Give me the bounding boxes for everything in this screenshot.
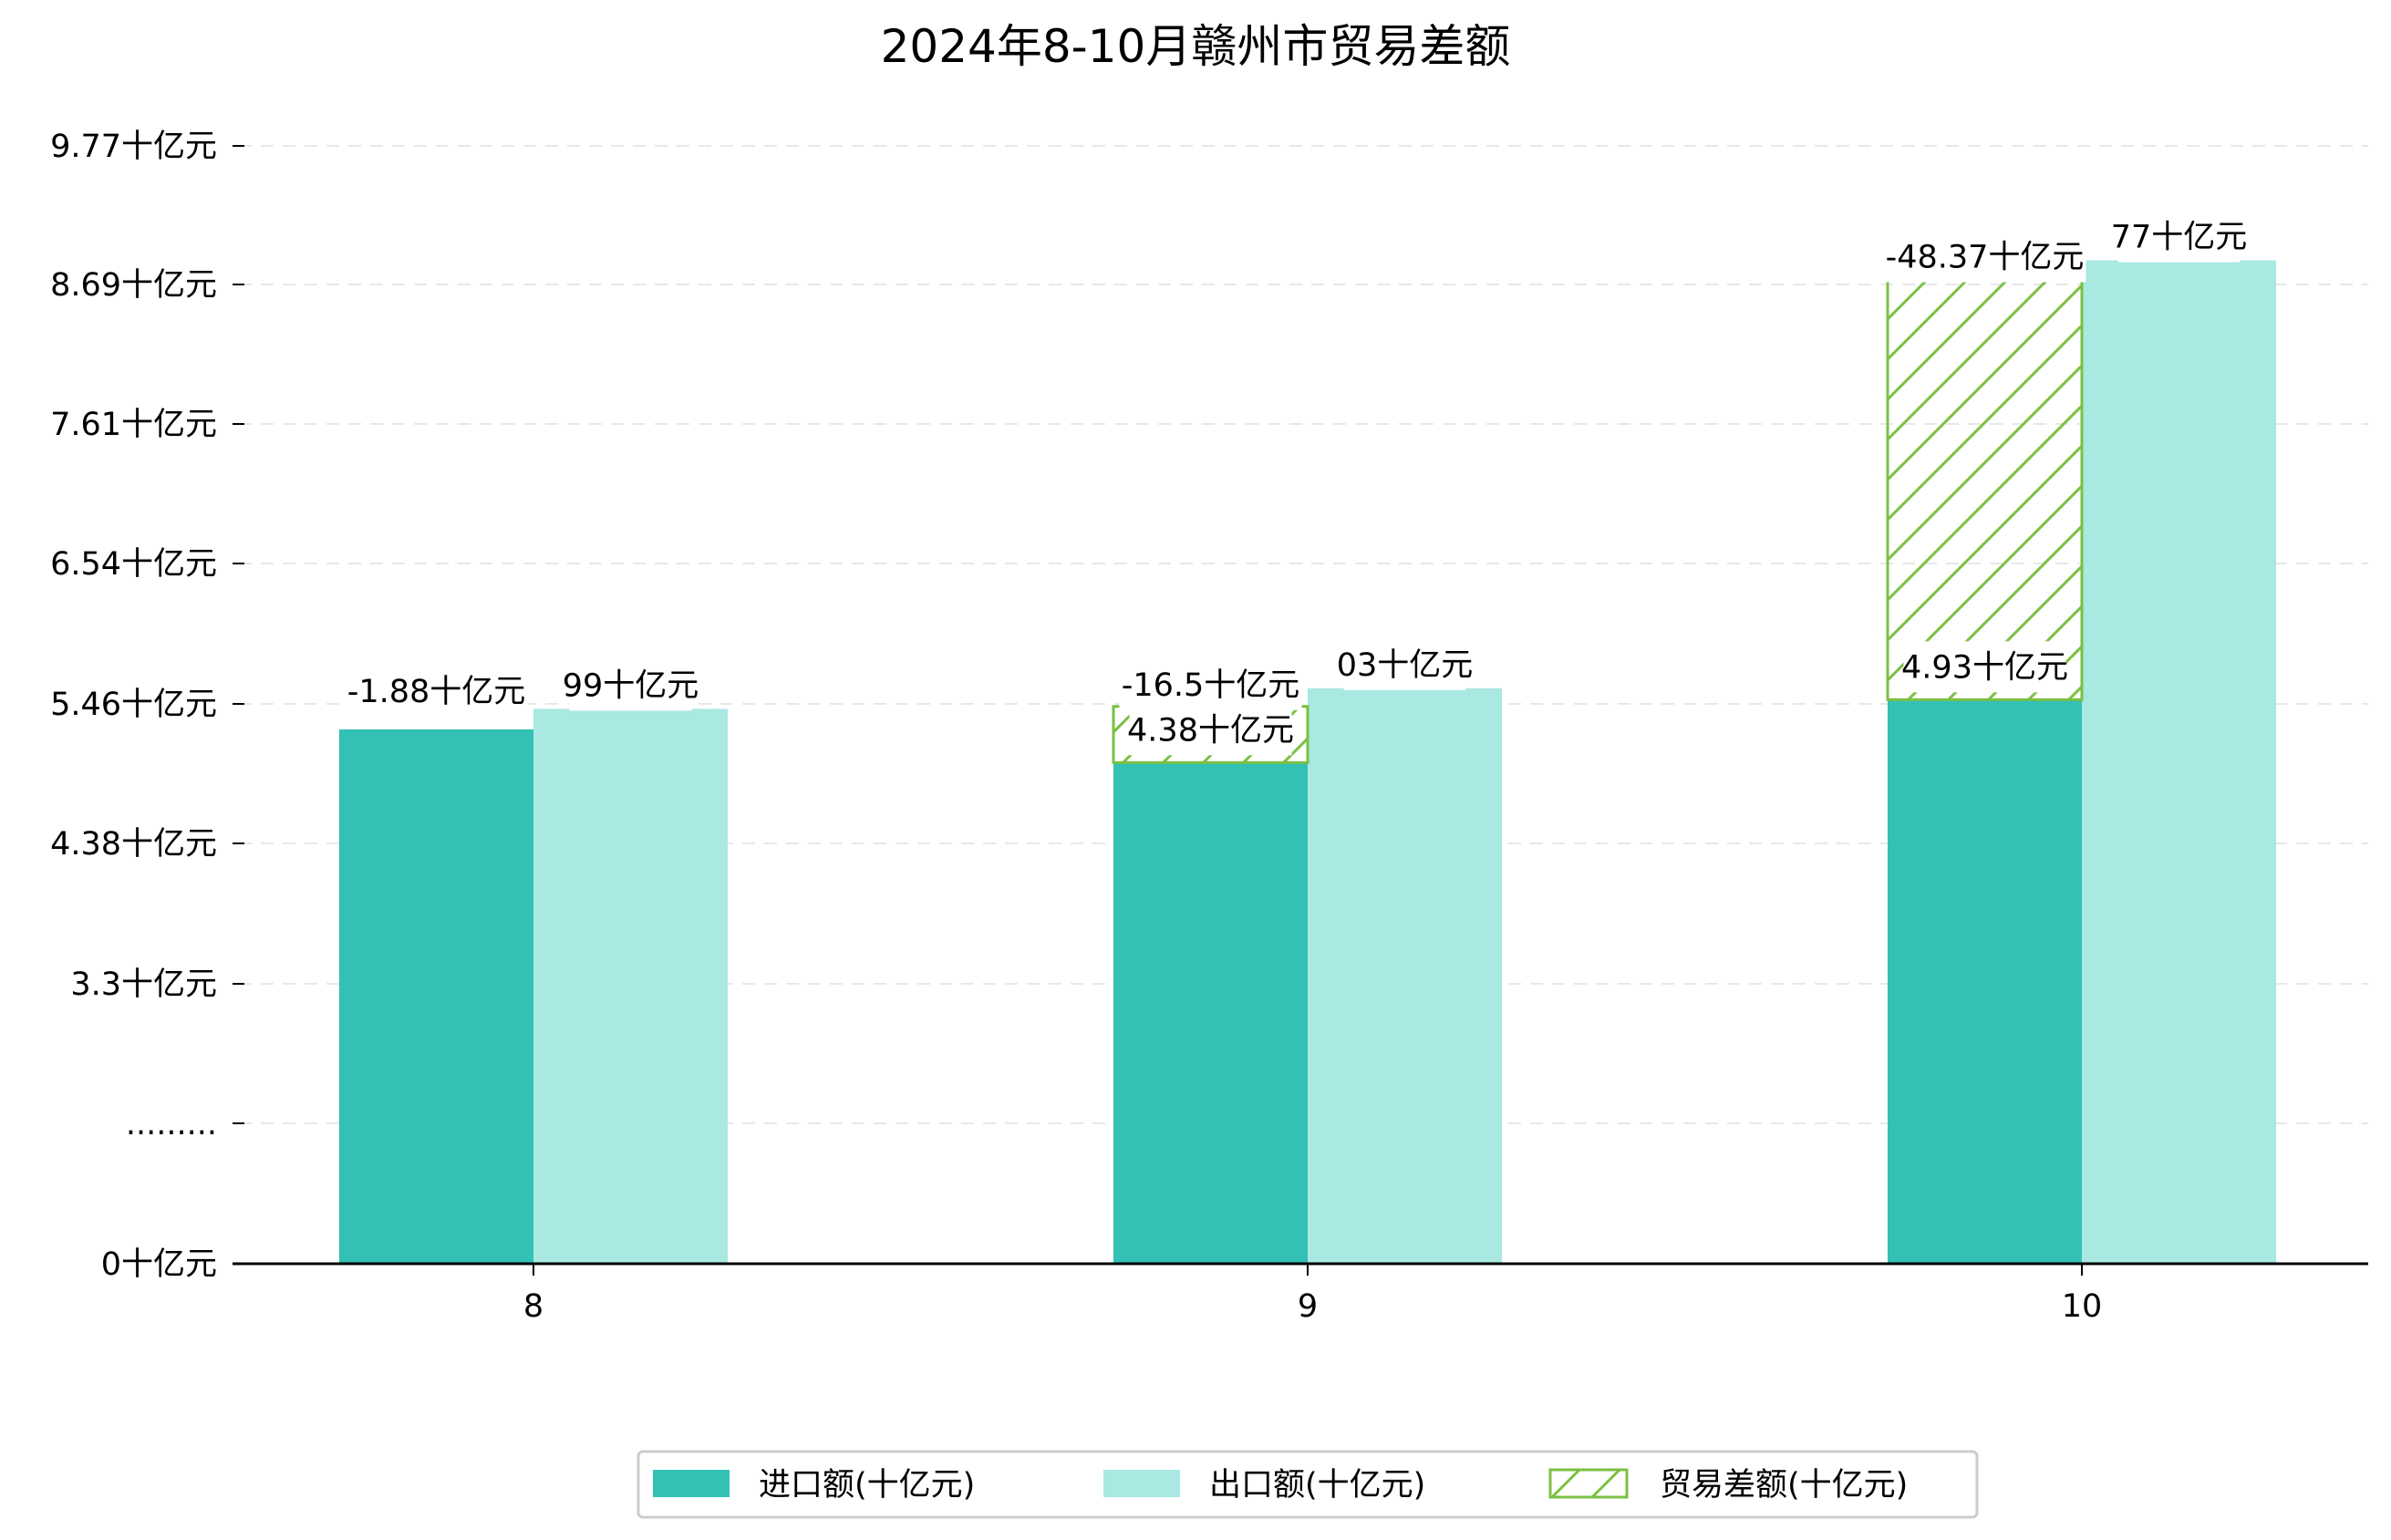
y-tick-label: 9.77十亿元 (50, 129, 217, 165)
import-value-label-bg (1903, 641, 2066, 693)
import-value-label-bg (345, 665, 528, 717)
export-value-label: 99十亿元 (563, 667, 699, 704)
y-tick-label: 3.3十亿元 (70, 966, 217, 1003)
export-value-label: 77十亿元 (2111, 219, 2248, 255)
y-tick-label: ......... (126, 1106, 217, 1142)
legend-frame (637, 1450, 1979, 1519)
export-value-label-bg (2117, 211, 2241, 263)
import-value-label: -1.88十亿元 (347, 674, 526, 710)
export-value-label-bg (569, 659, 692, 711)
y-tick-label: 8.69十亿元 (50, 267, 217, 304)
import-value-label: 4.38十亿元 (1127, 712, 1294, 749)
import-value-label-bg (1129, 704, 1292, 756)
legend: 进口额(十亿元) 出口额(十亿元) 贸易差额(十亿元) (637, 1450, 1979, 1519)
balance-bar (1886, 276, 2084, 701)
export-bar (533, 708, 728, 1264)
x-tick-label: 8 (523, 1288, 543, 1325)
legend-swatch-import (653, 1470, 730, 1497)
bars (339, 260, 2276, 1264)
import-bar (339, 729, 533, 1264)
balance-value-label-bg (1119, 658, 1302, 710)
x-tick-label: 9 (1298, 1288, 1318, 1325)
legend-swatch-balance (1548, 1468, 1629, 1499)
chart-title: 2024年8-10月赣州市贸易差额 (881, 20, 1511, 73)
y-axis: 0十亿元......... 3.3十亿元 4.38十亿元 5.46十亿元 6.54十亿元… (50, 129, 244, 1283)
balance-value-label: -48.37十亿元 (1886, 239, 2085, 275)
legend-label-export: 出口额(十亿元) (1209, 1467, 1425, 1504)
export-bar (2082, 260, 2276, 1264)
import-bar (1888, 699, 2082, 1264)
export-value-label-bg (1343, 638, 1466, 690)
x-axis: 8 9 10 (523, 1264, 2102, 1325)
export-value-label: 03十亿元 (1337, 647, 1474, 684)
balance-value-label-bg (1883, 231, 2086, 283)
import-bar (1113, 762, 1308, 1264)
y-tick-label: 6.54十亿元 (50, 546, 217, 583)
y-tick-label: 7.61十亿元 (50, 407, 217, 443)
data-labels: 99十亿元 -1.88十亿元 03十亿元 -16.5十亿元 4.38十亿元 77十亿元 -4… (345, 211, 2248, 756)
legend-swatch-export (1103, 1470, 1180, 1497)
export-bar (1308, 687, 1502, 1264)
y-tick-label: 4.38十亿元 (50, 826, 217, 863)
import-value-label: 4.93十亿元 (1901, 649, 2068, 686)
x-tick-label: 10 (2062, 1288, 2103, 1325)
balance-value-label: -16.5十亿元 (1122, 667, 1300, 704)
y-tick-label: 5.46十亿元 (50, 687, 217, 723)
y-tick-label: 0十亿元 (101, 1246, 217, 1283)
legend-label-balance: 贸易差额(十亿元) (1660, 1467, 1908, 1504)
legend-label-import: 进口额(十亿元) (759, 1467, 975, 1504)
